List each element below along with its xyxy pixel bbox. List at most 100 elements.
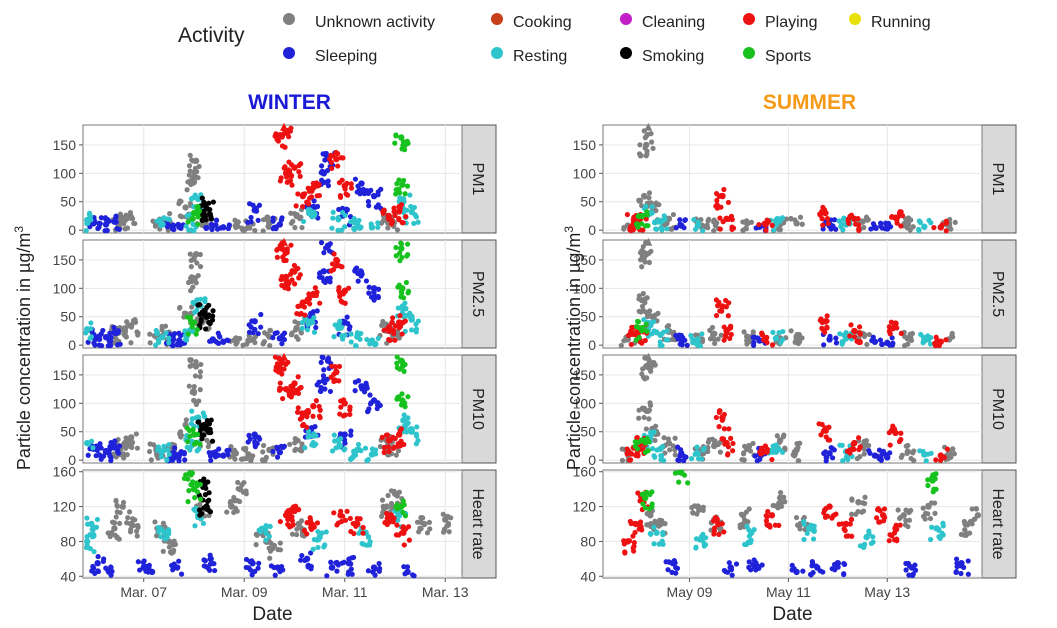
point-playing — [764, 449, 770, 455]
point-playing — [938, 457, 944, 464]
point-resting — [331, 432, 337, 438]
point-sports — [399, 254, 405, 261]
point-resting — [694, 444, 700, 450]
data-points — [83, 122, 421, 234]
point-resting — [164, 216, 170, 222]
point-unknown-activity — [644, 295, 650, 301]
point-playing — [894, 536, 900, 542]
point-sleeping — [372, 572, 378, 578]
point-playing — [887, 442, 893, 448]
point-unknown-activity — [737, 522, 743, 528]
point-playing — [633, 452, 639, 459]
point-sports — [925, 482, 931, 489]
point-smoking — [204, 304, 210, 311]
point-resting — [659, 443, 666, 450]
point-unknown-activity — [394, 493, 400, 499]
point-playing — [305, 295, 311, 302]
y-axis-label: Particle concentration in µg/m3 — [562, 226, 584, 470]
point-unknown-activity — [181, 310, 188, 316]
point-sleeping — [365, 199, 371, 205]
point-unknown-activity — [448, 515, 454, 521]
point-sleeping — [100, 558, 107, 565]
point-unknown-activity — [651, 314, 657, 321]
point-unknown-activity — [233, 335, 239, 341]
point-sleeping — [112, 329, 118, 336]
point-resting — [315, 544, 321, 551]
point-sleeping — [249, 318, 255, 324]
point-resting — [166, 335, 172, 341]
point-unknown-activity — [641, 249, 647, 255]
point-playing — [842, 528, 848, 534]
point-unknown-activity — [233, 224, 239, 231]
point-playing — [769, 222, 775, 228]
point-playing — [391, 331, 397, 337]
facet-pm10: PM10 0 50 100 150 — [53, 352, 497, 468]
point-playing — [294, 409, 301, 415]
point-playing — [765, 508, 771, 515]
point-sleeping — [207, 561, 213, 567]
point-resting — [330, 215, 336, 221]
point-unknown-activity — [261, 339, 267, 345]
point-resting — [928, 220, 934, 226]
point-resting — [88, 334, 95, 340]
point-sleeping — [375, 400, 381, 406]
x-axis-label: Date — [252, 604, 292, 625]
point-sleeping — [376, 560, 382, 567]
point-resting — [329, 448, 336, 454]
point-sleeping — [869, 338, 875, 344]
point-playing — [874, 507, 881, 513]
point-unknown-activity — [799, 221, 805, 227]
point-sleeping — [677, 217, 683, 223]
point-unknown-activity — [644, 522, 650, 528]
x-tick-label: May 09 — [667, 584, 713, 600]
point-resting — [780, 336, 786, 343]
point-sports — [189, 322, 195, 328]
point-playing — [286, 389, 292, 395]
point-unknown-activity — [738, 511, 744, 517]
point-sports — [392, 140, 398, 146]
point-resting — [651, 541, 657, 547]
point-resting — [415, 437, 421, 444]
point-playing — [857, 324, 863, 330]
point-playing — [895, 214, 901, 220]
point-sleeping — [355, 278, 361, 284]
facet-pm1: PM1 0 50 100 150 — [53, 122, 497, 238]
point-unknown-activity — [292, 224, 298, 231]
point-unknown-activity — [645, 365, 651, 371]
point-unknown-activity — [694, 511, 700, 517]
point-resting — [200, 520, 207, 527]
point-sleeping — [746, 559, 752, 565]
point-playing — [769, 456, 775, 463]
x-tick-label: Mar. 11 — [322, 584, 368, 600]
facet-strip-label: PM2.5 — [989, 271, 1006, 317]
point-sleeping — [321, 250, 327, 256]
point-unknown-activity — [974, 512, 982, 519]
point-resting — [310, 546, 316, 552]
point-playing — [943, 337, 949, 343]
point-unknown-activity — [704, 222, 710, 228]
point-unknown-activity — [692, 332, 699, 338]
point-resting — [87, 532, 93, 538]
point-unknown-activity — [774, 433, 780, 439]
point-sleeping — [107, 342, 114, 349]
point-sleeping — [280, 336, 286, 342]
point-sleeping — [97, 221, 103, 227]
point-resting — [651, 453, 657, 459]
point-sleeping — [751, 557, 757, 563]
point-unknown-activity — [299, 532, 305, 538]
y-tick-label: 150 — [573, 367, 597, 383]
point-sleeping — [208, 221, 214, 227]
point-sleeping — [672, 560, 678, 566]
point-resting — [156, 529, 162, 535]
point-unknown-activity — [864, 341, 870, 348]
point-playing — [856, 226, 862, 232]
point-sleeping — [255, 331, 261, 337]
point-unknown-activity — [418, 526, 424, 532]
point-resting — [362, 445, 369, 451]
point-unknown-activity — [197, 501, 203, 507]
point-unknown-activity — [895, 507, 901, 513]
point-unknown-activity — [124, 319, 130, 325]
point-sleeping — [961, 564, 967, 571]
point-unknown-activity — [641, 194, 647, 200]
point-playing — [288, 383, 294, 389]
